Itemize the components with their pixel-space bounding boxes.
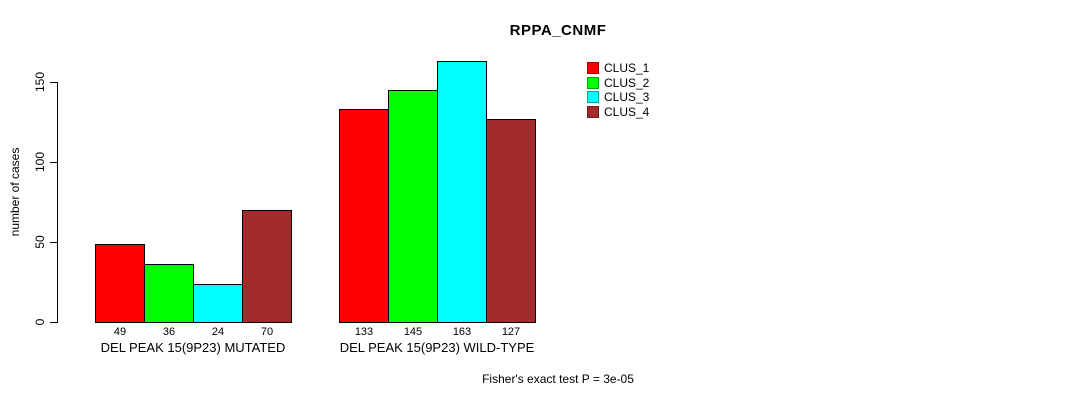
legend-swatch bbox=[587, 91, 599, 103]
x-category-label: DEL PEAK 15(9P23) MUTATED bbox=[100, 340, 286, 355]
legend-item-clus_1: CLUS_1 bbox=[587, 61, 649, 75]
bar-clus_1-group1 bbox=[95, 243, 145, 323]
legend-item-clus_2: CLUS_2 bbox=[587, 76, 649, 90]
y-tick-label: 0 bbox=[33, 318, 47, 326]
bar-clus_2-group2 bbox=[388, 90, 438, 323]
y-tick bbox=[50, 162, 57, 163]
y-tick-label: 150 bbox=[33, 71, 47, 93]
legend-label: CLUS_1 bbox=[604, 61, 650, 75]
legend: CLUS_1 CLUS_2 CLUS_3 CLUS_4 bbox=[587, 61, 649, 119]
bar-value-label: 127 bbox=[501, 326, 521, 338]
legend-swatch bbox=[587, 62, 599, 74]
bar-value-label: 24 bbox=[211, 326, 225, 338]
y-axis-label: number of cases bbox=[8, 147, 22, 237]
statistical-test-note: Fisher's exact test P = 3e-05 bbox=[482, 372, 634, 386]
bar-value-label: 163 bbox=[452, 326, 472, 338]
chart-title: RPPA_CNMF bbox=[509, 22, 607, 39]
bar-clus_3-group1 bbox=[193, 283, 243, 323]
bar-clus_4-group1 bbox=[242, 210, 292, 323]
legend-swatch bbox=[587, 105, 599, 118]
legend-swatch bbox=[587, 76, 599, 89]
legend-label: CLUS_2 bbox=[604, 75, 650, 90]
bar-value-label: 49 bbox=[113, 326, 127, 338]
y-tick-label: 100 bbox=[33, 151, 47, 173]
legend-label: CLUS_3 bbox=[604, 90, 650, 104]
y-tick bbox=[50, 322, 57, 323]
bar-value-label: 145 bbox=[403, 326, 423, 338]
bar-clus_1-group2 bbox=[339, 109, 389, 323]
y-tick bbox=[50, 242, 57, 243]
bar-clus_2-group1 bbox=[144, 264, 194, 323]
bar-value-label: 133 bbox=[354, 326, 374, 338]
bar-value-label: 70 bbox=[260, 326, 274, 338]
y-axis-line bbox=[57, 82, 58, 323]
legend-item-clus_3: CLUS_3 bbox=[587, 90, 649, 104]
legend-item-clus_4: CLUS_4 bbox=[587, 105, 649, 119]
x-category-label: DEL PEAK 15(9P23) WILD-TYPE bbox=[339, 340, 535, 355]
bar-clus_3-group2 bbox=[437, 61, 487, 323]
bar-value-label: 36 bbox=[162, 326, 176, 338]
y-tick bbox=[50, 82, 57, 83]
y-tick-label: 50 bbox=[33, 235, 47, 249]
legend-label: CLUS_4 bbox=[604, 104, 650, 119]
bar-clus_4-group2 bbox=[486, 118, 536, 323]
